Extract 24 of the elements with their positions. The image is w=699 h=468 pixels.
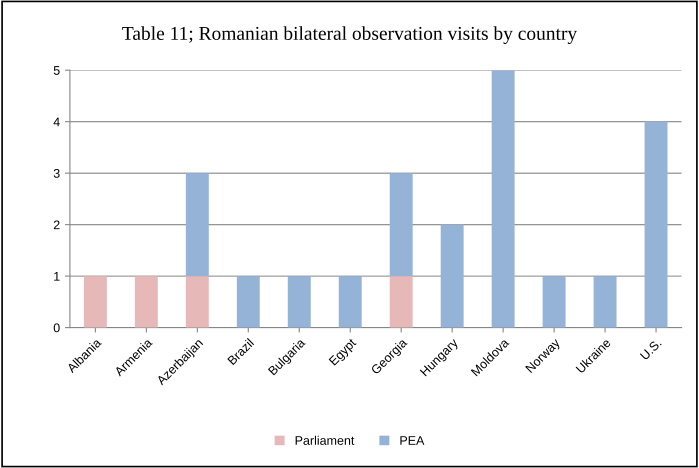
bar [186,173,209,276]
bar [644,122,668,328]
y-tick-label: 1 [54,272,60,281]
bar [186,276,209,328]
bar [594,276,617,328]
bar [236,276,260,328]
y-tick-label: 3 [54,168,60,178]
y-tick-label: 2 [54,220,60,230]
bar [288,276,311,328]
bar [338,276,362,328]
legend-label: PEA [400,436,424,445]
bar [134,276,158,328]
bar [492,70,515,328]
y-tick-label: 0 [54,323,60,332]
bar [84,276,107,328]
x-tick-label: U.S. [640,338,662,360]
bar [390,276,413,328]
bar [542,276,566,328]
legend-label: Parliament [296,436,354,445]
chart-title: Table 11; Romanian bilateral observation visits by country [122,26,578,44]
y-tick-label: 5 [54,66,60,75]
y-tick-label: 4 [54,118,60,126]
bar [390,173,413,276]
bar [440,224,464,328]
